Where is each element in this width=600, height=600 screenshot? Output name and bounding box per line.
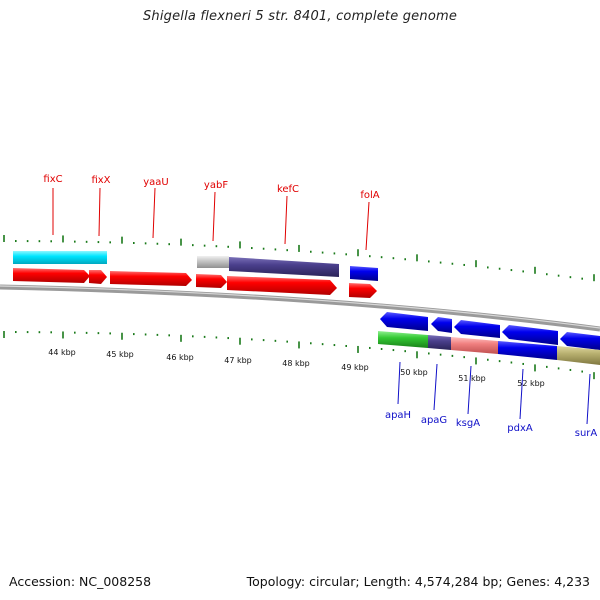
leader-line-apaH <box>397 361 401 405</box>
feature-yabF-region <box>197 256 229 268</box>
feature-kefC-region <box>229 257 339 277</box>
feature-fixC-region <box>13 251 107 264</box>
leader-line-apaG <box>433 363 438 411</box>
feature-ksgA-region <box>451 337 498 354</box>
gene-label-surA[interactable]: surA <box>575 428 598 439</box>
gene-arrow-surA <box>560 332 600 350</box>
kbp-label-49: 49 kbp <box>341 363 369 372</box>
gene-arrow-apaG <box>431 317 452 333</box>
tick-row-bottom <box>3 331 595 380</box>
gene-arrow-kefC <box>227 276 337 295</box>
gene-arrow-fixC <box>13 268 90 283</box>
genome-backbone <box>0 284 600 332</box>
gene-arrow-ksgA <box>454 320 500 338</box>
leader-line-yaaU <box>152 187 156 239</box>
gene-label-folA[interactable]: folA <box>360 190 379 201</box>
leader-line-kefC <box>284 195 288 245</box>
gene-label-kefC[interactable]: kefC <box>277 184 299 195</box>
leader-line-pdxA <box>519 368 524 420</box>
gene-arrow-folA <box>349 283 377 298</box>
gene-label-fixC[interactable]: fixC <box>43 174 62 185</box>
topology-label: Topology: circular; Length: 4,574,284 bp… <box>246 574 590 589</box>
page-title: Shigella flexneri 5 str. 8401, complete … <box>142 9 458 24</box>
leader-line-ksgA <box>467 365 472 415</box>
feature-pdxA-region <box>498 341 557 360</box>
feature-apaG-region <box>428 335 451 350</box>
gene-label-ksgA[interactable]: ksgA <box>456 418 480 429</box>
feature-apaH-region <box>378 331 428 348</box>
leader-line-surA <box>586 373 591 425</box>
gene-arrow-pdxA <box>502 325 558 345</box>
top-leader-lines <box>52 187 370 251</box>
gene-label-yaaU[interactable]: yaaU <box>143 177 169 188</box>
gene-label-apaG[interactable]: apaG <box>421 415 447 426</box>
gene-arrow-yaaU <box>110 271 192 286</box>
gene-arrow-apaH <box>380 312 428 331</box>
leader-line-yabF <box>212 191 216 242</box>
gene-label-apaH[interactable]: apaH <box>385 410 411 421</box>
leader-line-fixX <box>98 187 101 237</box>
leader-line-folA <box>365 201 370 251</box>
kbp-label-52: 52 kbp <box>517 379 545 388</box>
kbp-label-44: 44 kbp <box>48 348 76 357</box>
tick-row-top <box>3 235 595 282</box>
kbp-label-50: 50 kbp <box>400 368 428 377</box>
genome-backbone-highlight <box>0 285 600 329</box>
feature-folA-region <box>350 266 378 281</box>
bottom-leader-lines <box>397 361 591 425</box>
gene-arrow-fixX <box>89 270 107 284</box>
kbp-label-45: 45 kbp <box>106 350 134 359</box>
gene-arrow-yabF <box>196 274 227 288</box>
kbp-label-47: 47 kbp <box>224 356 252 365</box>
kbp-label-48: 48 kbp <box>282 359 310 368</box>
gene-label-fixX[interactable]: fixX <box>91 175 110 186</box>
kbp-label-46: 46 kbp <box>166 353 194 362</box>
accession-label: Accession: NC_008258 <box>9 574 152 589</box>
kbp-label-51: 51 kbp <box>458 374 486 383</box>
gene-label-pdxA[interactable]: pdxA <box>507 423 533 434</box>
gene-label-yabF[interactable]: yabF <box>204 180 228 191</box>
feature-surA-region <box>557 346 600 365</box>
